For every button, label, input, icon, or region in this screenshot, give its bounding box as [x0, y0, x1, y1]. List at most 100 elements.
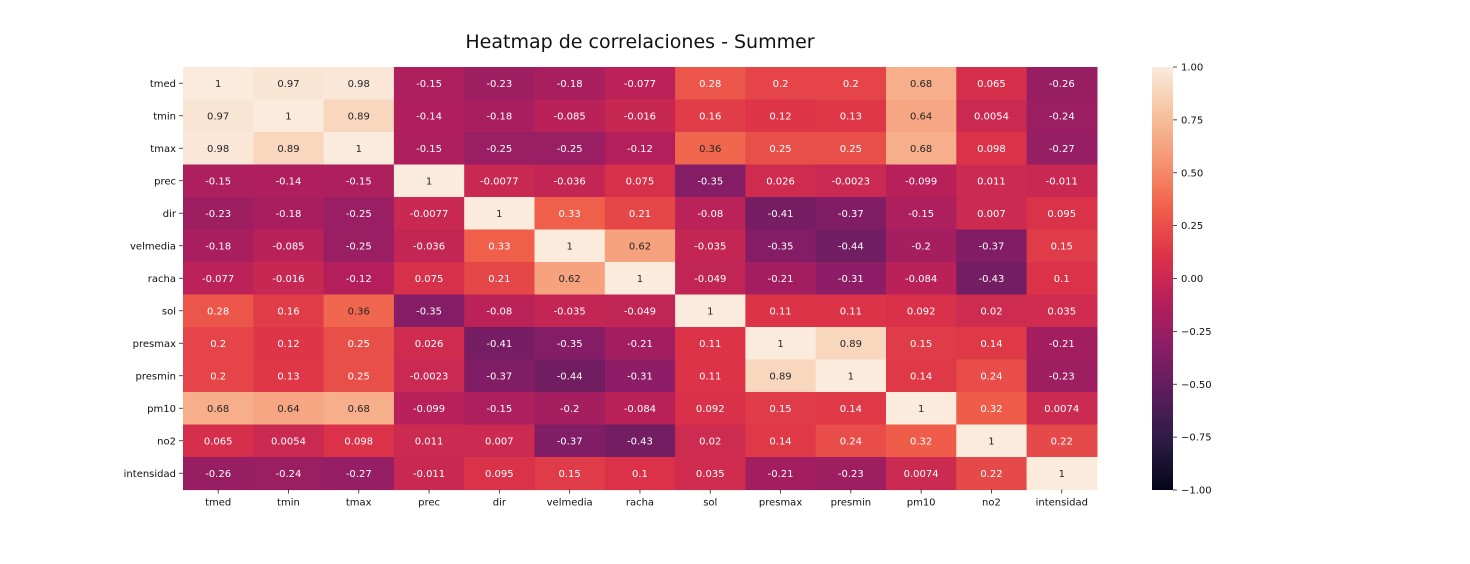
y-tick-label-intensidad: intensidad [124, 469, 176, 480]
cell-value-label: -0.016 [272, 274, 304, 285]
heatmap-cell-velmedia-velmedia [534, 229, 606, 263]
cell-value-label: -0.14 [276, 176, 302, 187]
cell-value-label: -0.43 [627, 436, 653, 447]
cell-value-label: -0.0023 [832, 176, 871, 187]
colorbar-tick-label: −0.75 [1181, 433, 1212, 444]
heatmap-cell-presmax-presmax [745, 327, 817, 361]
heatmap-cell-pm10-prec [393, 392, 465, 426]
cell-value-label: 0.25 [348, 371, 370, 382]
heatmap-cell-dir-pm10 [886, 197, 957, 231]
cell-value-label: 0.098 [977, 144, 1006, 155]
heatmap-cell-prec-presmin [815, 164, 887, 198]
x-tick-label-tmin: tmin [277, 498, 300, 509]
heatmap-cell-dir-sol [675, 197, 746, 231]
heatmap-cell-presmin-pm10 [886, 359, 957, 393]
heatmap-cell-racha-velmedia [534, 262, 606, 296]
heatmap-cell-dir-no2 [956, 197, 1028, 231]
cell-value-label: 0.035 [696, 469, 725, 480]
heatmap-cell-prec-intensidad [1026, 164, 1098, 198]
cell-value-label: -0.011 [413, 469, 445, 480]
heatmap-cell-sol-pm10 [886, 294, 957, 328]
heatmap-cell-pm10-presmin [815, 392, 887, 426]
heatmap-cell-presmin-presmin [815, 359, 887, 393]
cell-value-label: 0.22 [1051, 436, 1073, 447]
heatmap-cell-presmin-dir [464, 359, 536, 393]
cell-value-label: 1 [707, 306, 713, 317]
heatmap-cell-velmedia-prec [393, 229, 465, 263]
heatmap-cell-racha-prec [393, 262, 465, 296]
heatmap-cell-dir-intensidad [1026, 197, 1098, 231]
heatmap-cell-velmedia-racha [604, 229, 676, 263]
heatmap-cell-intensidad-velmedia [534, 457, 606, 491]
y-tick-label-presmax: presmax [133, 339, 176, 350]
cell-value-label: 0.026 [415, 339, 444, 350]
heatmap-cell-no2-velmedia [534, 424, 606, 458]
cell-value-label: -0.37 [979, 241, 1005, 252]
chart-title: Heatmap de correlaciones - Summer [465, 31, 814, 53]
cell-value-label: -0.084 [905, 274, 937, 285]
cell-value-label: -0.44 [557, 371, 583, 382]
heatmap-cell-velmedia-tmax [323, 229, 395, 263]
heatmap-cell-racha-racha [604, 262, 676, 296]
cell-value-label: -0.099 [413, 404, 445, 415]
cell-value-label: 0.89 [348, 111, 370, 122]
cell-value-label: 0.035 [1047, 306, 1076, 317]
cell-value-label: 0.007 [485, 436, 514, 447]
cell-value-label: -0.0077 [480, 176, 519, 187]
cell-value-label: -0.15 [205, 176, 231, 187]
heatmap-cell-tmax-tmin [253, 132, 325, 166]
heatmap-cell-dir-presmin [815, 197, 887, 231]
heatmap-cell-pm10-velmedia [534, 392, 606, 426]
cell-value-label: -0.12 [627, 144, 653, 155]
cell-value-label: -0.27 [1049, 144, 1075, 155]
heatmap-cell-racha-pm10 [886, 262, 957, 296]
cell-value-label: -0.21 [768, 469, 794, 480]
heatmap-cell-no2-presmin [815, 424, 887, 458]
cell-value-label: 0.89 [277, 144, 299, 155]
cell-value-label: 0.15 [1051, 241, 1073, 252]
cell-value-label: 0.33 [559, 209, 581, 220]
x-tick-labels: tmed tmin tmax prec dir velmedia racha sol presm… [205, 489, 1088, 509]
heatmap-cell-presmax-sol [675, 327, 746, 361]
cell-value-label: 0.36 [699, 144, 721, 155]
cell-value-label: 1 [988, 436, 994, 447]
cell-value-label: 0.25 [769, 144, 791, 155]
colorbar-tick-label: 1.00 [1181, 63, 1203, 74]
colorbar-tick-label: 0.25 [1181, 221, 1203, 232]
heatmap-cell-pm10-tmed [183, 392, 254, 426]
heatmap-cell-tmed-dir [464, 67, 536, 101]
heatmap-cell-intensidad-tmin [253, 457, 325, 491]
heatmap-cell-dir-tmed [183, 197, 254, 231]
heatmap-cell-sol-no2 [956, 294, 1028, 328]
heatmap-cell-velmedia-pm10 [886, 229, 957, 263]
heatmap-cell-tmed-tmed [183, 67, 254, 101]
cell-value-label: 0.13 [277, 371, 299, 382]
heatmap-cell-intensidad-presmax [745, 457, 817, 491]
heatmap-cell-velmedia-tmed [183, 229, 254, 263]
heatmap-cell-tmed-presmin [815, 67, 887, 101]
heatmap-cell-no2-racha [604, 424, 676, 458]
heatmap-cell-intensidad-tmax [323, 457, 395, 491]
heatmap-cell-dir-velmedia [534, 197, 606, 231]
cell-value-label: -0.036 [554, 176, 586, 187]
cell-value-label: 0.25 [840, 144, 862, 155]
colorbar-tick-label: 0.75 [1181, 115, 1203, 126]
heatmap-cell-racha-dir [464, 262, 536, 296]
x-tick-label-racha: racha [626, 498, 654, 509]
colorbar-tick-label: 0.50 [1181, 168, 1203, 179]
y-tick-label-presmin: presmin [136, 371, 176, 382]
heatmap-cell-prec-sol [675, 164, 746, 198]
cell-value-label: -0.15 [346, 176, 372, 187]
heatmap-cell-sol-sol [675, 294, 746, 328]
heatmap-cell-intensidad-presmin [815, 457, 887, 491]
cell-value-label: 0.011 [415, 436, 444, 447]
heatmap-cell-prec-no2 [956, 164, 1028, 198]
cell-value-label: -0.27 [346, 469, 372, 480]
cell-value-label: 0.24 [840, 436, 862, 447]
heatmap-cell-sol-racha [604, 294, 676, 328]
heatmap-cell-presmax-intensidad [1026, 327, 1098, 361]
heatmap-cell-intensidad-prec [393, 457, 465, 491]
cell-value-label: 0.007 [977, 209, 1006, 220]
cell-value-label: -0.15 [486, 404, 512, 415]
